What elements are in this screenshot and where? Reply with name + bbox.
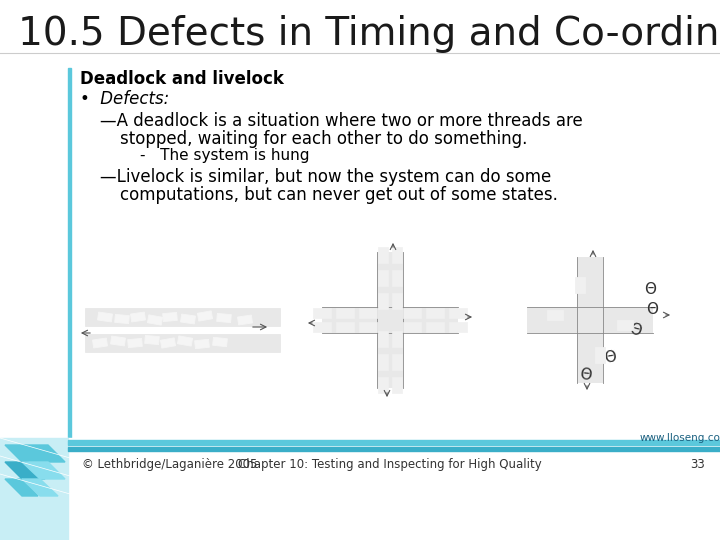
Bar xyxy=(403,307,458,333)
Polygon shape xyxy=(22,462,65,479)
Text: © Lethbridge/Laganière 2005: © Lethbridge/Laganière 2005 xyxy=(82,458,257,471)
Text: computations, but can never get out of some states.: computations, but can never get out of s… xyxy=(120,186,558,204)
Bar xyxy=(577,307,603,333)
Bar xyxy=(527,307,577,333)
Bar xyxy=(426,322,444,332)
Bar xyxy=(336,322,354,332)
Bar xyxy=(377,307,403,333)
Bar xyxy=(217,313,231,322)
Bar xyxy=(577,333,603,383)
Bar xyxy=(577,257,603,307)
Bar xyxy=(197,311,212,321)
Polygon shape xyxy=(5,445,65,462)
Text: stopped, waiting for each other to do something.: stopped, waiting for each other to do so… xyxy=(120,130,527,148)
Text: Θ: Θ xyxy=(627,321,643,339)
Bar xyxy=(313,308,331,318)
Text: www.lloseng.com: www.lloseng.com xyxy=(640,433,720,443)
Bar xyxy=(392,247,402,263)
Bar xyxy=(377,307,403,333)
Text: 10.5 Defects in Timing and Co-ordination: 10.5 Defects in Timing and Co-ordination xyxy=(18,15,720,53)
Bar xyxy=(110,336,125,346)
Text: •  Defects:: • Defects: xyxy=(80,90,169,108)
Bar xyxy=(449,322,467,332)
Bar xyxy=(378,270,388,286)
Polygon shape xyxy=(5,462,45,479)
Bar xyxy=(313,322,331,332)
Polygon shape xyxy=(0,438,68,540)
Polygon shape xyxy=(5,479,38,496)
Bar xyxy=(212,338,228,347)
Bar xyxy=(97,312,112,322)
Bar xyxy=(336,308,354,318)
Bar xyxy=(92,338,107,348)
Bar xyxy=(577,307,603,333)
Text: Θ: Θ xyxy=(644,282,656,298)
Bar xyxy=(603,307,653,333)
Bar xyxy=(595,347,605,363)
Text: -   The system is hung: - The system is hung xyxy=(140,148,310,163)
Bar xyxy=(68,68,71,438)
Bar xyxy=(127,339,143,348)
Text: Chapter 10: Testing and Inspecting for High Quality: Chapter 10: Testing and Inspecting for H… xyxy=(238,458,542,471)
Bar xyxy=(68,447,720,451)
Bar xyxy=(378,247,388,263)
Bar xyxy=(392,331,402,347)
Bar xyxy=(68,440,720,445)
Bar xyxy=(85,334,280,352)
Bar xyxy=(617,320,633,330)
Text: 33: 33 xyxy=(690,458,705,471)
Bar xyxy=(161,338,176,348)
Text: Θ: Θ xyxy=(578,367,592,383)
Bar xyxy=(377,333,403,388)
Bar xyxy=(145,335,159,345)
Bar xyxy=(378,331,388,347)
Bar xyxy=(359,308,377,318)
Bar xyxy=(392,354,402,370)
Bar xyxy=(378,293,388,309)
Bar xyxy=(194,339,210,349)
Bar xyxy=(378,354,388,370)
Bar xyxy=(392,377,402,393)
Bar xyxy=(130,312,145,322)
Bar xyxy=(378,377,388,393)
Bar xyxy=(114,314,130,323)
Bar xyxy=(359,322,377,332)
Polygon shape xyxy=(22,479,58,496)
Bar xyxy=(181,314,196,324)
Bar xyxy=(403,322,421,332)
Text: —Livelock is similar, but now the system can do some: —Livelock is similar, but now the system… xyxy=(100,168,552,186)
Bar xyxy=(322,307,377,333)
Text: Deadlock and livelock: Deadlock and livelock xyxy=(80,70,284,88)
Bar xyxy=(163,313,177,322)
Bar xyxy=(449,308,467,318)
Bar xyxy=(547,310,563,320)
Bar xyxy=(85,308,280,326)
Bar xyxy=(403,308,421,318)
Bar xyxy=(426,308,444,318)
Text: Θ: Θ xyxy=(603,349,617,367)
Text: —A deadlock is a situation where two or more threads are: —A deadlock is a situation where two or … xyxy=(100,112,582,130)
Bar xyxy=(0,438,720,540)
Bar xyxy=(148,315,163,325)
Bar xyxy=(575,277,585,293)
Text: Θ: Θ xyxy=(646,302,658,318)
Bar xyxy=(392,293,402,309)
Bar xyxy=(392,270,402,286)
Bar xyxy=(377,252,403,307)
Bar xyxy=(177,336,192,346)
Bar xyxy=(238,315,253,325)
